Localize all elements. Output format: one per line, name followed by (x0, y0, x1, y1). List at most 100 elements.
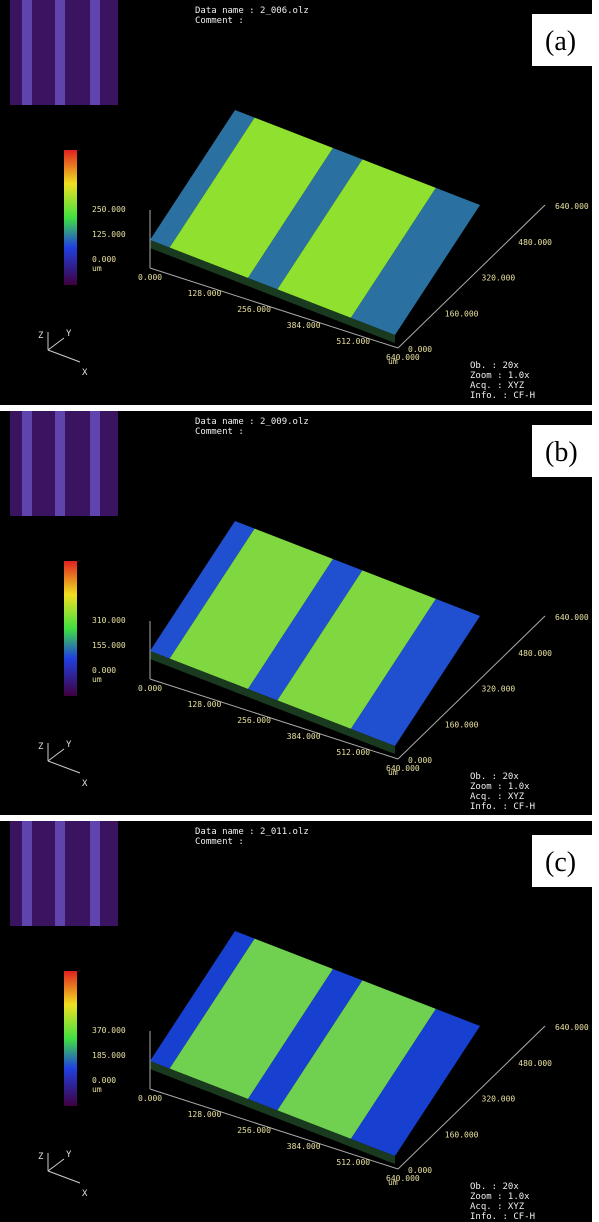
info-line: Ob. : 20x (470, 1182, 519, 1192)
axis-name: Z (38, 742, 44, 752)
surface-band (169, 117, 333, 278)
x-tick-label: 640.000 (386, 764, 420, 773)
colorbar (64, 561, 77, 696)
data-name: Data name : 2_011.olz (195, 827, 309, 837)
surface-band (350, 187, 480, 335)
axis-name: Y (66, 740, 72, 750)
surface-band (150, 931, 255, 1069)
axis-name: X (82, 1189, 88, 1199)
surface-band (350, 1008, 480, 1156)
colorbar-tick: 0.000 (92, 1076, 116, 1085)
colorbar-unit: um (92, 1085, 102, 1094)
axis-name: Z (38, 1152, 44, 1162)
x-unit: um (388, 357, 398, 366)
axis-line (397, 204, 546, 349)
data-name: Data name : 2_006.olz (195, 6, 309, 16)
y-tick-label: 320.000 (482, 1095, 516, 1104)
x-tick-label: 512.000 (336, 1158, 370, 1167)
glyph-line (47, 349, 81, 363)
x-tick-label: 0.000 (138, 273, 162, 282)
y-tick-label: 0.000 (408, 756, 432, 765)
info-line: Acq. : XYZ (470, 381, 525, 391)
panel-label: (a) (545, 26, 576, 57)
x-tick-label: 128.000 (188, 1110, 222, 1119)
surface-band (169, 938, 333, 1099)
info-line: Zoom : 1.0x (470, 782, 530, 792)
thumbnail-stripe (90, 0, 100, 105)
colorbar-tick: 125.000 (92, 230, 126, 239)
label-box (532, 14, 592, 66)
surface-band (169, 528, 333, 689)
colorbar-tick: 185.000 (92, 1051, 126, 1060)
panel: Data name : 2_006.olz Comment : (a) 250.000… (0, 0, 592, 405)
x-tick-label: 128.000 (188, 289, 222, 298)
surface-band (277, 570, 436, 729)
panel: Data name : 2_011.olz Comment : (c) 370.000… (0, 821, 592, 1222)
info-line: Info. : CF-H (470, 802, 535, 812)
info-line: Acq. : XYZ (470, 1202, 525, 1212)
data-name: Data name : 2_009.olz (195, 417, 309, 427)
surface-band (277, 159, 436, 318)
label-box (532, 835, 592, 887)
colorbar (64, 150, 77, 285)
surface-band (350, 598, 480, 746)
panel: Data name : 2_009.olz Comment : (b) 310.000… (0, 411, 592, 815)
axis-name: Y (66, 329, 72, 339)
colorbar-tick: 0.000 (92, 666, 116, 675)
x-tick-label: 384.000 (287, 321, 321, 330)
info-line: Zoom : 1.0x (470, 371, 530, 381)
y-tick-label: 640.000 (555, 613, 589, 622)
glyph-line (47, 337, 65, 351)
comment: Comment : (195, 837, 244, 847)
colorbar-tick: 155.000 (92, 641, 126, 650)
surface-band (150, 110, 255, 248)
surface-band (277, 980, 436, 1139)
surface-band (150, 521, 255, 659)
axis-name: X (82, 779, 88, 789)
x-tick-label: 640.000 (386, 1174, 420, 1183)
y-tick-label: 480.000 (518, 238, 552, 247)
info-line: Ob. : 20x (470, 772, 519, 782)
y-tick-label: 0.000 (408, 345, 432, 354)
thumbnail-stripe (22, 0, 32, 105)
surface-side (150, 1061, 395, 1164)
x-tick-label: 384.000 (287, 732, 321, 741)
x-tick-label: 512.000 (336, 748, 370, 757)
colorbar-tick: 250.000 (92, 205, 126, 214)
x-tick-label: 0.000 (138, 684, 162, 693)
y-tick-label: 640.000 (555, 202, 589, 211)
thumbnail-stripe (55, 0, 65, 105)
surface-side (150, 651, 395, 754)
x-tick-label: 256.000 (237, 716, 271, 725)
thumbnail-stripe (22, 411, 32, 516)
axis-line (149, 678, 399, 760)
info-line: Zoom : 1.0x (470, 1192, 530, 1202)
y-tick-label: 480.000 (518, 1059, 552, 1068)
colorbar-tick: 370.000 (92, 1026, 126, 1035)
x-tick-label: 384.000 (287, 1142, 321, 1151)
panel-label: (c) (545, 847, 576, 878)
info-line: Acq. : XYZ (470, 792, 525, 802)
y-tick-label: 320.000 (482, 685, 516, 694)
thumbnail-stripe (22, 821, 32, 926)
info-line: Ob. : 20x (470, 361, 519, 371)
glyph-line (47, 760, 81, 774)
glyph-line (47, 1170, 81, 1184)
thumbnail-stripe (55, 411, 65, 516)
axis-line (397, 615, 546, 760)
y-tick-label: 480.000 (518, 649, 552, 658)
y-tick-label: 320.000 (482, 274, 516, 283)
x-tick-label: 256.000 (237, 1126, 271, 1135)
surface-side (150, 240, 395, 343)
x-tick-label: 512.000 (336, 337, 370, 346)
axis-name: X (82, 368, 88, 378)
y-tick-label: 640.000 (555, 1023, 589, 1032)
x-tick-label: 256.000 (237, 305, 271, 314)
colorbar-tick: 0.000 (92, 255, 116, 264)
thumbnail-stripe (90, 821, 100, 926)
surface-band (248, 148, 363, 290)
colorbar-unit: um (92, 264, 102, 273)
thumbnail-stripe (55, 821, 65, 926)
